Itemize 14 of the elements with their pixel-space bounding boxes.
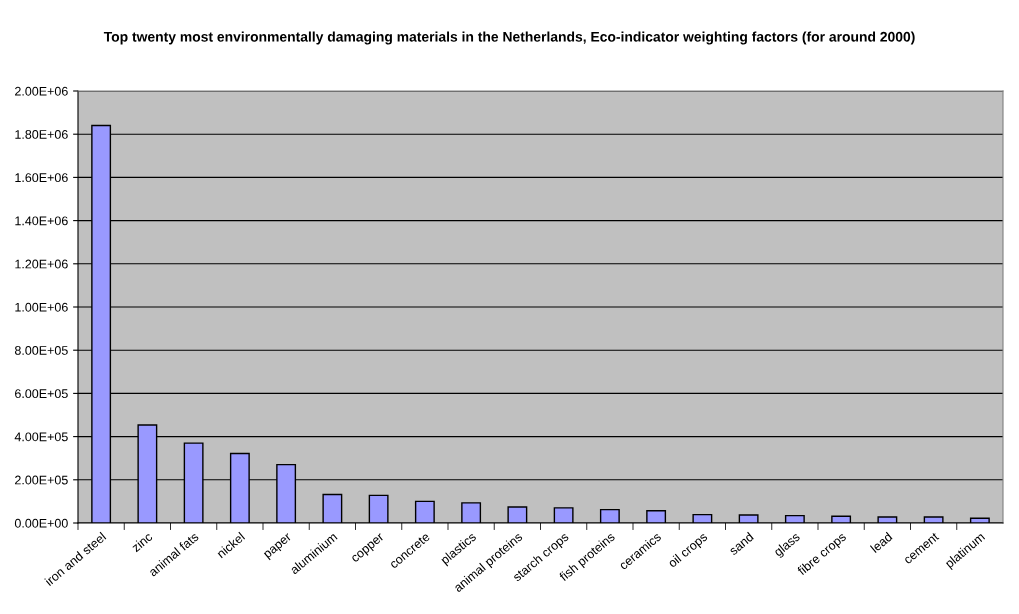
- x-tick-label: lead: [869, 531, 893, 554]
- y-tick-label: 2.00E+05: [15, 475, 68, 485]
- y-tick-label: 6.00E+05: [15, 389, 68, 399]
- y-tick-label: 1.20E+06: [15, 259, 68, 269]
- y-tick-label: 1.40E+06: [15, 216, 68, 226]
- y-tick-label: 0.00E+00: [14, 518, 68, 528]
- x-tick-label: zinc: [130, 531, 154, 553]
- y-tick-label: 2.00E+06: [15, 86, 68, 96]
- y-tick-label: 1.80E+06: [15, 130, 68, 139]
- chart-title: Top twenty most environmentally damaging materials in the Netherlands, Eco-indicator weighting factors (for around 2000): [103, 31, 915, 45]
- y-tick-label: 1.60E+06: [15, 173, 68, 183]
- y-tick-label: 1.00E+06: [15, 302, 68, 312]
- y-tick-label: 8.00E+05: [14, 346, 68, 355]
- y-tick-label: 4.00E+05: [14, 432, 68, 442]
